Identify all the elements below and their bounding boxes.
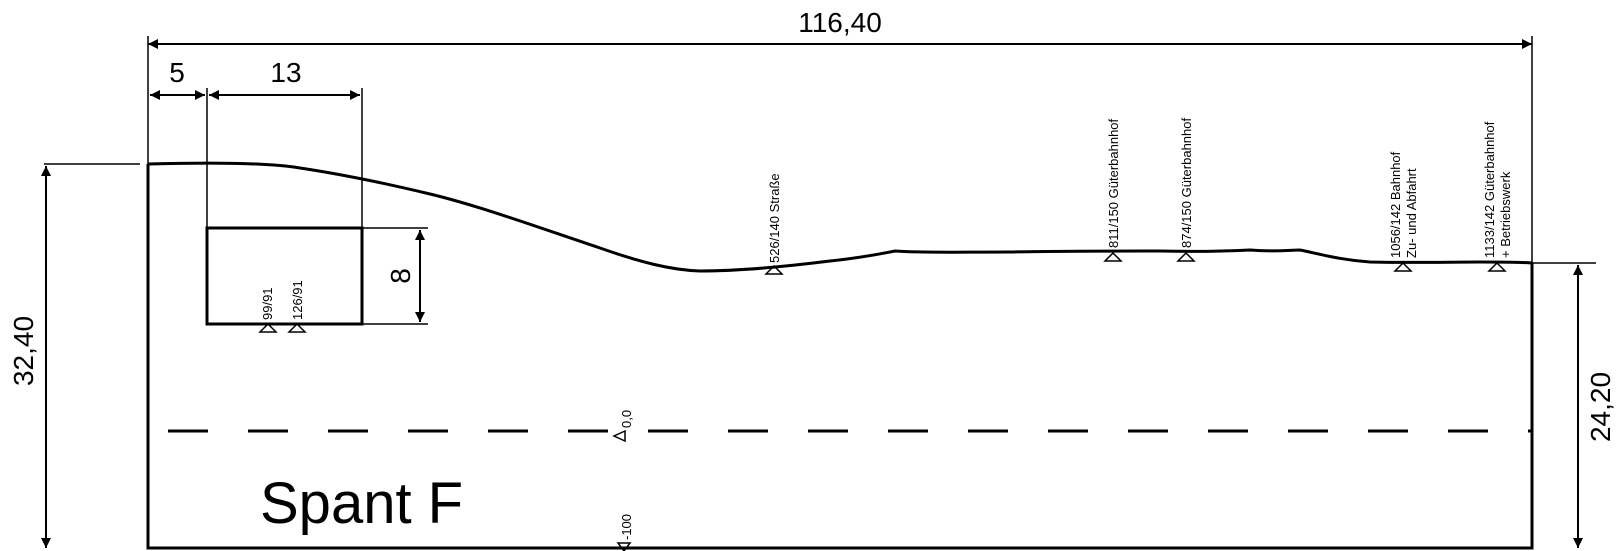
cutout-width-label: 13: [270, 57, 301, 88]
profile-marker: 1056/142 Bahnhof Zu- und Abfahrt: [1388, 151, 1419, 272]
zero-level-marker: 0,0: [612, 410, 634, 443]
left-offset-label: 5: [169, 57, 185, 88]
cutout-rectangle: [205, 226, 364, 326]
cutout-marker: 126/91: [287, 280, 307, 333]
profile-marker-label: 1133/142 Güterbahnhof: [1482, 121, 1497, 258]
profile-marker-label: 526/140 Straße: [767, 173, 782, 263]
minus-100-level-label: -100: [619, 514, 634, 540]
cutout-marker: 99/91: [258, 287, 278, 333]
left-height-dimension: 32,40: [8, 163, 140, 548]
frame-title: Spant F: [260, 471, 463, 536]
cutout-marker-label: 99/91: [260, 287, 275, 320]
cutout-width-dimension: 13: [209, 57, 363, 228]
profile-marker-label: 1056/142 Bahnhof: [1388, 151, 1403, 258]
overall-width-dimension: 116,40: [147, 7, 1533, 263]
profile-marker: 811/150 Güterbahnhof: [1103, 118, 1123, 262]
zero-level-label: 0,0: [619, 410, 634, 428]
profile-marker-label: 874/150 Güterbahnhof: [1179, 118, 1194, 248]
right-height-dimension: 24,20: [1532, 262, 1616, 548]
overall-width-label: 116,40: [798, 7, 882, 38]
cutout-marker-label: 126/91: [290, 280, 305, 320]
terrain-profile-line: [147, 161, 1533, 273]
frame-outline: [146, 164, 1534, 550]
left-offset-dimension: 5: [150, 57, 208, 228]
profile-marker-label-line2: + Betriebswerk: [1498, 171, 1513, 258]
right-height-label: 24,20: [1585, 372, 1616, 442]
profile-marker: 526/140 Straße: [764, 173, 784, 275]
cutout-height-label: 8: [385, 268, 416, 284]
profile-marker: 874/150 Güterbahnhof: [1176, 118, 1196, 262]
profile-marker-label: 811/150 Güterbahnhof: [1106, 118, 1121, 248]
minus-100-level-marker: -100: [616, 514, 634, 551]
profile-marker: 1133/142 Güterbahnhof + Betriebswerk: [1482, 121, 1513, 272]
cutout-height-dimension: 8: [362, 227, 428, 325]
left-height-label: 32,40: [8, 316, 39, 386]
profile-marker-label-line2: Zu- und Abfahrt: [1404, 168, 1419, 258]
